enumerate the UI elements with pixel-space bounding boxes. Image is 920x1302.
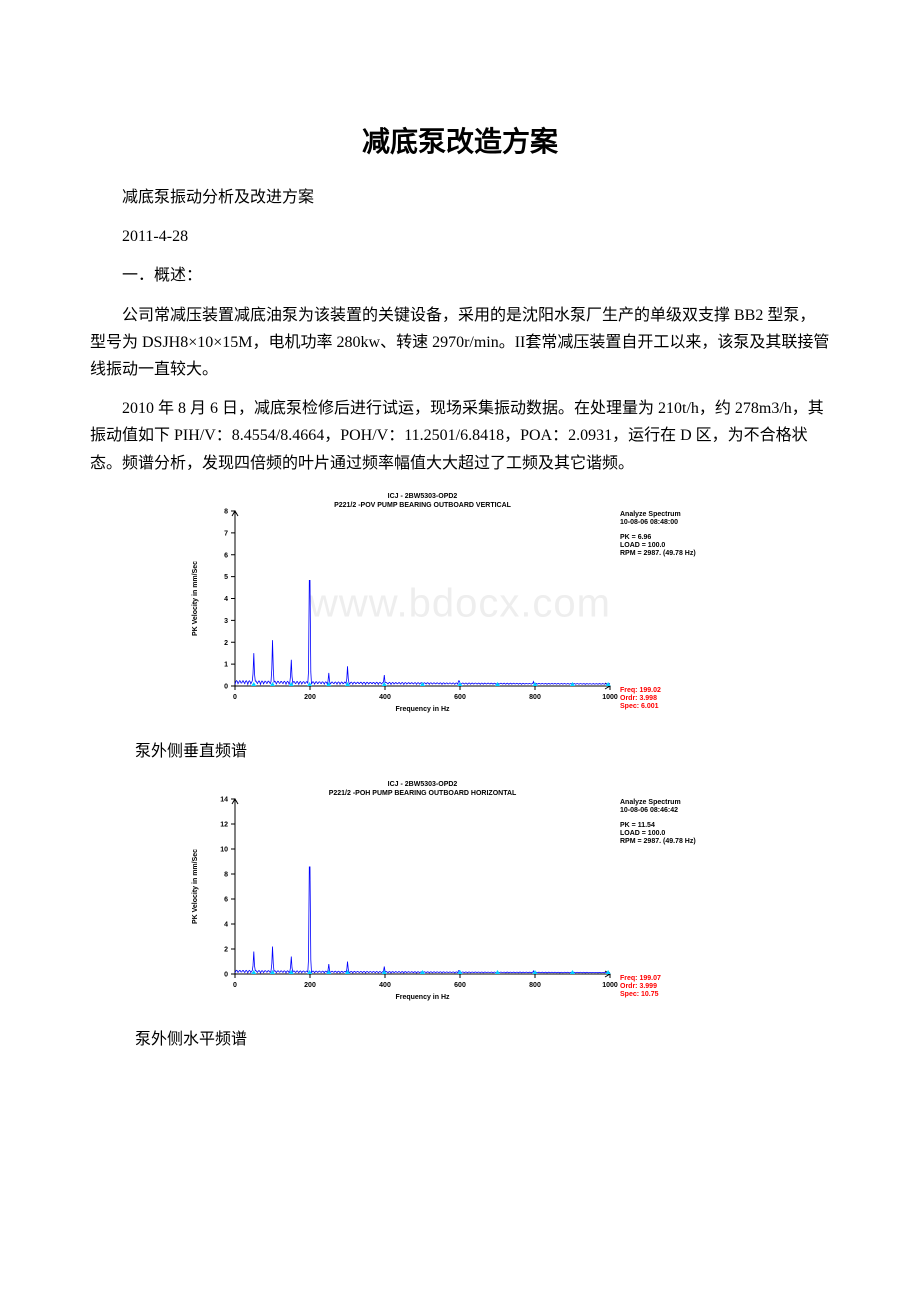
svg-text:8: 8	[224, 508, 228, 515]
para-body-1: 公司常减压装置减底油泵为该装置的关键设备，采用的是沈阳水泵厂生产的单级双支撑 B…	[90, 302, 830, 384]
document-page: 减底泵改造方案 减底泵振动分析及改进方案 2011-4-28 一．概述： 公司常…	[0, 0, 920, 1145]
svg-text:RPM = 2987. (49.78 Hz): RPM = 2987. (49.78 Hz)	[620, 550, 696, 557]
svg-text:6: 6	[224, 552, 228, 559]
svg-text:14: 14	[220, 796, 228, 803]
svg-text:4: 4	[224, 921, 228, 928]
svg-text:8: 8	[224, 871, 228, 878]
svg-text:Ordr: 3.999: Ordr: 3.999	[620, 983, 657, 990]
svg-text:LOAD = 100.0: LOAD = 100.0	[620, 542, 665, 549]
svg-text:0: 0	[224, 683, 228, 690]
svg-text:P221/2 -POV PUMP BEARING OU: P221/2 -POV PUMP BEARING OUTBOARD VERTIC…	[334, 502, 512, 509]
svg-text:Frequency in Hz: Frequency in Hz	[395, 994, 450, 1001]
svg-text:10: 10	[220, 846, 228, 853]
svg-text:ICJ - 2BW5303-OPD2: ICJ - 2BW5303-OPD2	[388, 781, 458, 788]
svg-text:Freq: 199.07: Freq: 199.07	[620, 975, 661, 982]
svg-text:6: 6	[224, 896, 228, 903]
chart-2-container: ICJ - 2BW5303-OPD2 P221/2 -POH PUMP BEARI…	[180, 777, 740, 1007]
svg-text:P221/2 -POH PUMP BEARING OU: P221/2 -POH PUMP BEARING OUTBOARD HORIZO…	[329, 790, 517, 797]
svg-text:200: 200	[304, 694, 316, 701]
svg-text:600: 600	[454, 694, 466, 701]
svg-text:PK Velocity in mm/Sec: PK Velocity in mm/Sec	[192, 849, 199, 924]
chart-2-caption: 泵外侧水平频谱	[135, 1025, 830, 1049]
para-section-1: 一．概述：	[90, 262, 830, 289]
svg-text:0: 0	[233, 694, 237, 701]
para-date: 2011-4-28	[90, 223, 830, 250]
svg-text:PK Velocity in mm/Sec: PK Velocity in mm/Sec	[192, 561, 199, 636]
svg-text:4: 4	[224, 596, 228, 603]
chart-1-caption: 泵外侧垂直频谱	[135, 737, 830, 761]
svg-text:0: 0	[224, 971, 228, 978]
svg-text:ICJ - 2BW5303-OPD2: ICJ - 2BW5303-OPD2	[388, 493, 458, 500]
chart-1-container: www.bdocx.com ICJ - 2BW5303-OPD2P221/2 -…	[180, 489, 740, 719]
para-subtitle: 减底泵振动分析及改进方案	[90, 184, 830, 211]
svg-text:PK = 6.96: PK = 6.96	[620, 534, 651, 541]
svg-text:Analyze Spectrum: Analyze Spectrum	[620, 511, 681, 518]
svg-text:2: 2	[224, 946, 228, 953]
svg-text:800: 800	[529, 982, 541, 989]
svg-text:LOAD = 100.0: LOAD = 100.0	[620, 830, 665, 837]
svg-text:1000: 1000	[602, 982, 618, 989]
svg-text:800: 800	[529, 694, 541, 701]
svg-text:2: 2	[224, 639, 228, 646]
svg-text:Ordr: 3.998: Ordr: 3.998	[620, 695, 657, 702]
document-title: 减底泵改造方案	[90, 120, 830, 160]
svg-text:7: 7	[224, 530, 228, 537]
svg-text:Freq: 199.02: Freq: 199.02	[620, 687, 661, 694]
para-body-2: 2010 年 8 月 6 日，减底泵检修后进行试运，现场采集振动数据。在处理量为…	[90, 395, 830, 477]
svg-text:600: 600	[454, 982, 466, 989]
svg-text:400: 400	[379, 982, 391, 989]
svg-text:5: 5	[224, 574, 228, 581]
spectrum-chart-vertical: ICJ - 2BW5303-OPD2 P221/2 -POV PUMP BEARI…	[180, 489, 740, 719]
svg-text:PK = 11.54: PK = 11.54	[620, 822, 655, 829]
svg-text:3: 3	[224, 618, 228, 625]
svg-text:10-08-06 08:46:42: 10-08-06 08:46:42	[620, 807, 678, 814]
svg-text:Frequency in Hz: Frequency in Hz	[395, 706, 450, 713]
svg-text:400: 400	[379, 694, 391, 701]
svg-text:0: 0	[233, 982, 237, 989]
svg-text:Analyze Spectrum: Analyze Spectrum	[620, 799, 681, 806]
spectrum-chart-horizontal: ICJ - 2BW5303-OPD2 P221/2 -POH PUMP BEARI…	[180, 777, 740, 1007]
svg-text:RPM = 2987. (49.78 Hz): RPM = 2987. (49.78 Hz)	[620, 838, 696, 845]
svg-text:200: 200	[304, 982, 316, 989]
svg-text:1000: 1000	[602, 694, 618, 701]
svg-text:Spec: 10.75: Spec: 10.75	[620, 991, 659, 998]
svg-text:1: 1	[224, 661, 228, 668]
svg-text:10-08-06 08:48:00: 10-08-06 08:48:00	[620, 519, 678, 526]
svg-text:12: 12	[220, 821, 228, 828]
svg-text:Spec: 6.001: Spec: 6.001	[620, 703, 659, 710]
